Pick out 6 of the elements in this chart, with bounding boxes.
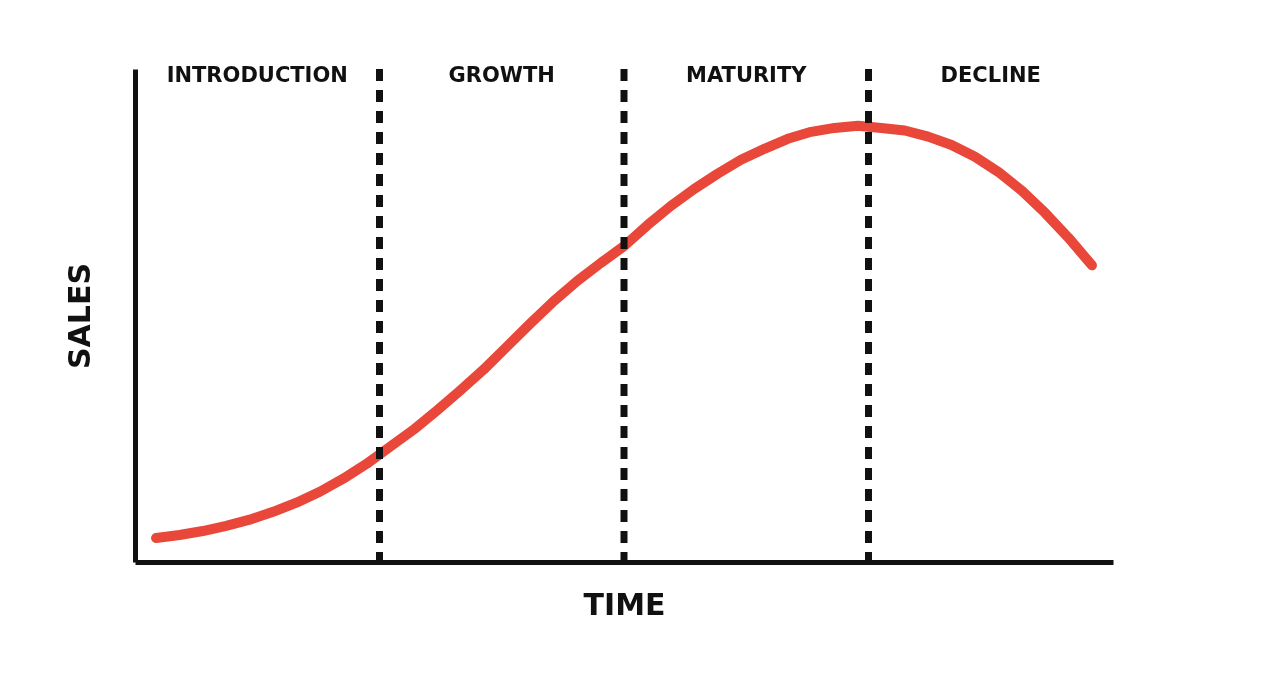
text: INTRODUCTION	[166, 63, 348, 88]
text: DECLINE	[940, 63, 1041, 88]
x-axis-title: TIME	[583, 586, 666, 622]
y-axis-title: SALES	[61, 262, 97, 370]
text: GROWTH	[448, 63, 555, 88]
text: MATURITY	[686, 63, 808, 88]
